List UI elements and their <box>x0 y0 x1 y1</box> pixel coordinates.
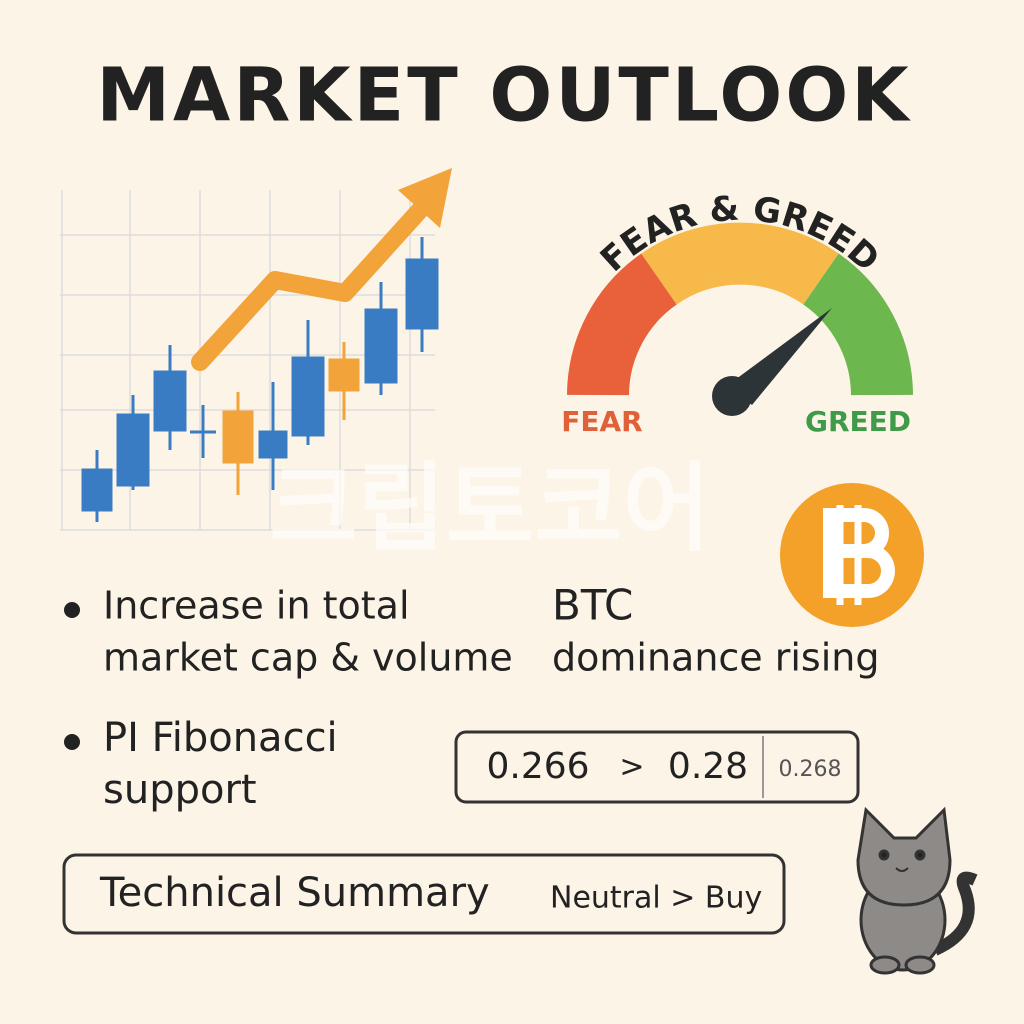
gauge-hub <box>712 376 752 416</box>
bullet <box>64 602 80 618</box>
title: MARKET OUTLOOK <box>96 53 911 139</box>
summary-value: Neutral > Buy <box>550 881 762 916</box>
gauge-needle <box>728 308 832 405</box>
bitcoin-icon <box>780 483 924 627</box>
fib-line: support <box>103 767 257 813</box>
fib-box <box>454 730 860 804</box>
summary-label: Technical Summary <box>99 870 490 916</box>
point-line: market cap & volume <box>103 636 513 680</box>
point-line: Increase in total <box>103 584 410 628</box>
gauge <box>567 222 913 397</box>
fear-label: FEAR <box>561 405 642 438</box>
greed-label: GREED <box>805 405 911 438</box>
trend-arrow <box>191 168 452 371</box>
point-line: BTC <box>552 581 633 630</box>
point-line: dominance rising <box>552 636 880 680</box>
watermark: 크립토코어 <box>269 452 711 564</box>
fib-separator: > <box>619 750 644 785</box>
fib-extra: 0.268 <box>779 757 842 782</box>
fib-from: 0.266 <box>486 746 589 787</box>
summary-box <box>62 853 786 935</box>
bullet <box>64 734 80 750</box>
fib-line: PI Fibonacci <box>103 715 338 761</box>
candles <box>81 237 439 522</box>
fib-to: 0.28 <box>668 746 748 787</box>
cat <box>856 806 978 975</box>
